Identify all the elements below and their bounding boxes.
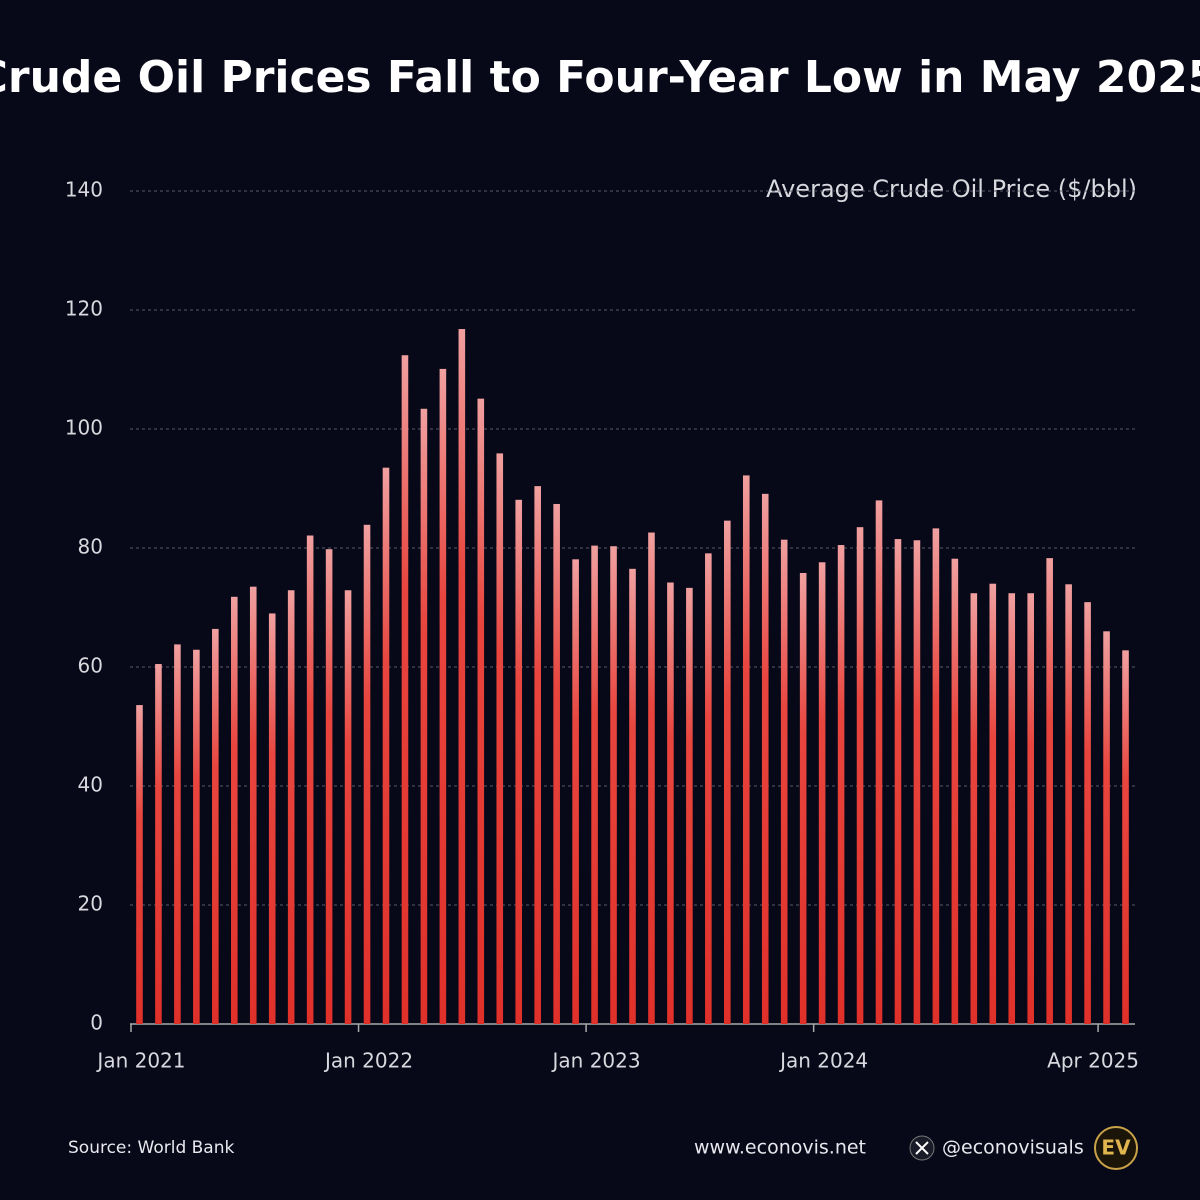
handle: @econovisuals: [942, 1137, 1084, 1159]
x-tick-label: Jan 2021: [95, 1049, 185, 1073]
bar: [951, 558, 959, 1024]
x-tick-label: Jan 2023: [551, 1049, 641, 1073]
bar: [212, 628, 219, 1024]
x-tick-label: Jan 2024: [778, 1049, 868, 1073]
bar: [818, 562, 826, 1024]
bar: [856, 527, 864, 1024]
bar: [724, 520, 731, 1024]
bar: [496, 453, 504, 1024]
chart-title: Crude Oil Prices Fall to Four-Year Low i…: [0, 52, 1200, 103]
bar: [515, 499, 523, 1024]
bar: [344, 590, 352, 1024]
website: www.econovis.net: [694, 1137, 866, 1159]
y-axis-title: Average Crude Oil Price ($/bbl): [766, 175, 1137, 203]
bar: [970, 593, 978, 1024]
bar: [1103, 631, 1110, 1024]
bar: [913, 540, 921, 1024]
bar: [780, 539, 788, 1024]
bar: [306, 535, 314, 1024]
bar: [230, 596, 238, 1024]
bar: [1065, 584, 1072, 1024]
bar: [1027, 593, 1035, 1024]
bar: [591, 545, 598, 1024]
bar: [686, 587, 693, 1024]
bar: [761, 493, 769, 1025]
bar: [193, 649, 200, 1024]
bar: [894, 539, 902, 1024]
logo-text: EV: [1101, 1136, 1131, 1160]
bar: [534, 486, 541, 1024]
bar: [1046, 558, 1053, 1024]
bar: [742, 475, 750, 1024]
bar: [1122, 650, 1129, 1024]
logo: [1094, 1126, 1138, 1170]
bar: [799, 572, 807, 1024]
x-icon-mark: [915, 1141, 929, 1155]
bar: [648, 532, 655, 1024]
bar: [287, 590, 295, 1024]
y-tick-label: 20: [78, 892, 103, 916]
y-tick-label: 140: [65, 178, 103, 202]
bar: [875, 500, 883, 1024]
y-tick-label: 40: [78, 773, 103, 797]
x-tick-label: Jan 2022: [323, 1049, 413, 1073]
bar: [572, 559, 579, 1024]
bar: [989, 583, 997, 1024]
bar: [667, 582, 674, 1024]
source: Source: World Bank: [68, 1138, 234, 1158]
bar: [705, 553, 712, 1024]
x-tick-label: Apr 2025: [1047, 1049, 1139, 1073]
bar: [136, 705, 143, 1024]
bar: [477, 398, 485, 1024]
y-tick-label: 60: [78, 654, 103, 678]
bar: [155, 664, 162, 1024]
bar: [629, 568, 636, 1024]
bar: [401, 355, 409, 1025]
bar: [363, 524, 371, 1024]
bar: [553, 503, 560, 1025]
bar: [249, 586, 257, 1024]
bar: [1084, 602, 1091, 1024]
y-tick-label: 0: [90, 1011, 103, 1035]
bar: [268, 613, 276, 1024]
bar: [837, 545, 845, 1024]
bar: [610, 546, 617, 1024]
bar: [420, 408, 428, 1024]
y-tick-label: 100: [65, 416, 103, 440]
bar: [382, 467, 390, 1024]
bar: [174, 644, 181, 1024]
bar: [1008, 593, 1016, 1024]
bar: [325, 549, 333, 1024]
bar: [932, 528, 940, 1024]
y-tick-label: 80: [78, 535, 103, 559]
bar: [439, 368, 447, 1024]
y-tick-label: 120: [65, 297, 103, 321]
bar: [458, 329, 466, 1024]
